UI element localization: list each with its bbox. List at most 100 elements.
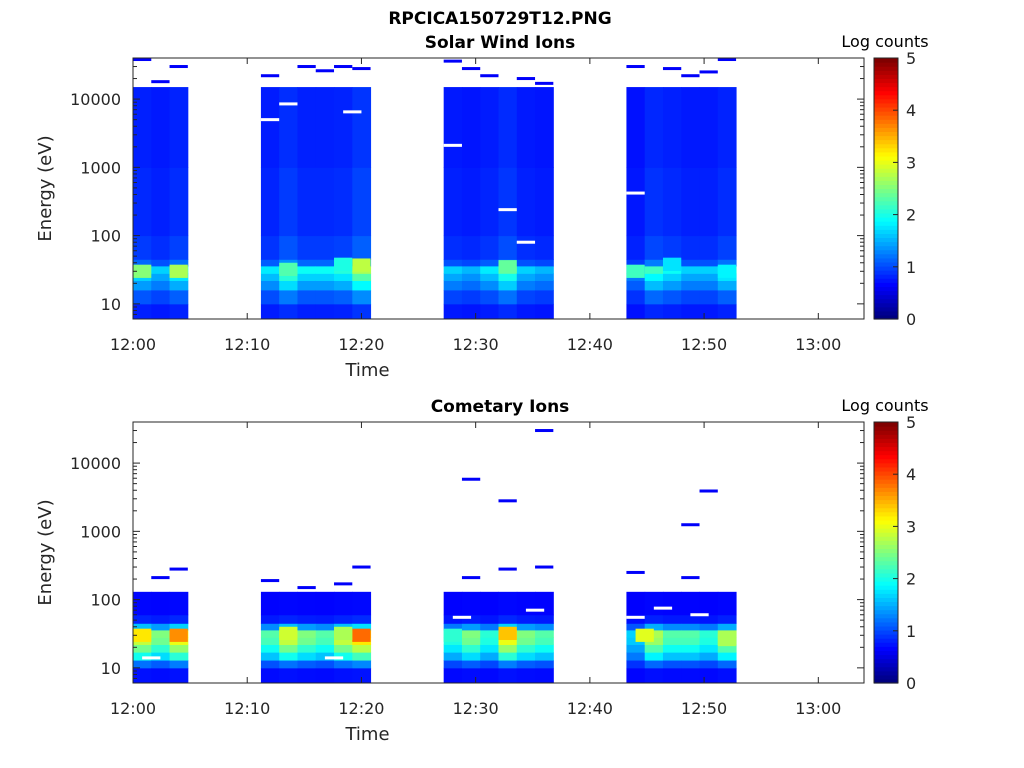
spectrogram-cell xyxy=(681,280,701,291)
colorbar-step xyxy=(874,306,898,312)
spectrogram-cell xyxy=(626,289,646,305)
colorbar-step xyxy=(874,188,898,194)
colorbar-step xyxy=(874,249,898,255)
x-tick-label: 12:40 xyxy=(567,699,613,718)
colorbar-step xyxy=(874,430,898,435)
spectrogram-cell xyxy=(315,265,335,274)
figure-title: RPCICA150729T12.PNG xyxy=(388,9,611,29)
spectrogram-cell xyxy=(498,614,518,624)
spectrogram-sparse-line xyxy=(169,567,188,571)
colorbar-step xyxy=(874,523,898,529)
spectrogram-cell xyxy=(516,303,536,320)
spectrogram-cell xyxy=(334,289,353,305)
spectrogram-cell xyxy=(461,629,481,638)
spectrogram-cell xyxy=(498,280,518,291)
colorbar-step xyxy=(874,625,898,631)
colorbar-step xyxy=(874,536,898,541)
spectrogram-cell xyxy=(662,235,682,260)
colorbar-step xyxy=(874,257,898,263)
spectrogram-cell xyxy=(443,259,463,267)
colorbar-step xyxy=(874,176,898,181)
colorbar-step xyxy=(874,528,898,533)
spectrogram-cell xyxy=(535,273,554,281)
spectrogram-sparse-line xyxy=(480,74,499,78)
spectrogram-cell xyxy=(315,87,335,168)
spectrogram-sparse-line xyxy=(699,70,718,74)
spectrogram-cell xyxy=(516,87,536,168)
spectrogram-cell xyxy=(443,280,463,291)
x-tick-label: 12:40 xyxy=(567,335,613,354)
cometary-ions-ticks: 12:00 12:10 12:20 12:30 12:40 12:50 13:00 10 100… xyxy=(70,421,864,718)
colorbar-step xyxy=(874,438,898,443)
spectrogram-cell xyxy=(662,273,682,281)
spectrogram-cell xyxy=(352,87,372,168)
spectrogram-cell xyxy=(480,637,499,645)
colorbar-step xyxy=(874,434,898,439)
spectrogram-cell xyxy=(644,629,664,638)
spectrogram-cell xyxy=(644,87,664,168)
spectrogram-cell xyxy=(662,167,682,237)
colorbar-step xyxy=(874,200,898,206)
spectrogram-sparse-line xyxy=(662,67,682,71)
spectrogram-cell xyxy=(535,303,554,320)
spectrogram-cell xyxy=(169,667,189,684)
spectrogram-cell xyxy=(461,265,481,274)
spectrogram-cell xyxy=(334,591,353,616)
colorbar-step xyxy=(874,314,898,320)
colorbar-step xyxy=(874,131,898,137)
colorbar-step xyxy=(874,196,898,202)
spectrogram-cell xyxy=(644,591,664,616)
spectrogram-cell xyxy=(443,660,463,669)
colorbar-step xyxy=(874,475,898,480)
spectrogram-sparse-line xyxy=(334,65,353,69)
spectrogram-cell xyxy=(315,629,335,638)
colorbar-step xyxy=(874,638,898,643)
colorbar-step xyxy=(874,253,898,259)
spectrogram-cell xyxy=(626,644,646,653)
spectrogram-cell xyxy=(626,235,646,260)
spectrogram-sparse-line xyxy=(151,80,170,84)
x-tick-label: 12:20 xyxy=(338,335,384,354)
colorbar-step xyxy=(874,245,898,251)
spectrogram-empty-bin xyxy=(279,102,298,106)
spectrogram-cell xyxy=(133,614,152,624)
spectrogram-cell xyxy=(169,623,189,631)
colorbar-step xyxy=(874,576,898,582)
spectrogram-sparse-line xyxy=(498,567,517,571)
spectrogram-cell xyxy=(699,614,719,624)
spectrogram-cell xyxy=(626,87,646,168)
y-tick-label: 100 xyxy=(90,591,121,610)
spectrogram-sparse-line xyxy=(260,579,280,583)
spectrogram-cell xyxy=(461,87,481,168)
colorbar-step xyxy=(874,487,898,492)
solar-wind-ions-ylabel: Energy (eV) xyxy=(35,135,56,241)
spectrogram-cell xyxy=(352,289,372,305)
spectrogram-cell xyxy=(133,652,152,661)
spectrogram-cell xyxy=(133,259,152,267)
spectrogram-cell xyxy=(169,614,189,624)
colorbar-step xyxy=(874,98,898,104)
spectrogram-cell xyxy=(297,273,317,281)
colorbar-tick-label: 1 xyxy=(906,258,916,277)
spectrogram-cell xyxy=(717,303,737,320)
spectrogram-cell xyxy=(535,591,554,616)
cometary-ions-panel: Cometary Ions 12:00 12:10 12:20 12:30 12:40 1… xyxy=(35,396,929,745)
spectrogram-cell xyxy=(535,644,554,653)
colorbar-step xyxy=(874,519,898,525)
spectrogram-cell xyxy=(151,591,171,616)
spectrogram-cell xyxy=(315,652,335,661)
colorbar-step xyxy=(874,298,898,304)
spectrogram-cell xyxy=(644,644,664,653)
spectrogram-cell xyxy=(498,303,518,320)
colorbar-step xyxy=(874,544,898,550)
spectrogram-cell xyxy=(443,644,463,653)
spectrogram-peak-cell xyxy=(334,626,353,640)
spectrogram-cell xyxy=(717,652,737,661)
spectrogram-cell xyxy=(480,629,499,638)
colorbar-step xyxy=(874,135,898,141)
colorbar-step xyxy=(874,601,898,607)
y-tick-label: 10000 xyxy=(70,454,121,473)
colorbar-step xyxy=(874,172,898,177)
spectrogram-empty-bin xyxy=(525,608,545,612)
